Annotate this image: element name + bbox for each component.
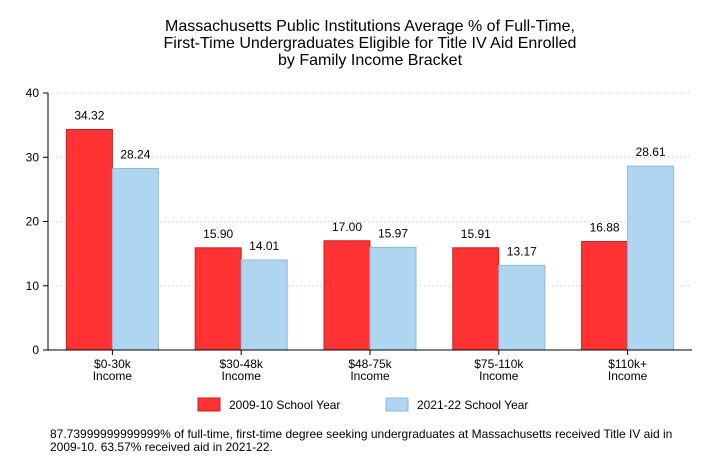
bar-value-label: 15.90 <box>203 227 233 241</box>
bar-value-label: 28.61 <box>636 145 666 159</box>
y-tick-label: 40 <box>26 86 40 100</box>
bar-value-label: 34.32 <box>74 108 104 122</box>
bar-2009-10 <box>65 128 113 351</box>
chart-title-line: Massachusetts Public Institutions Averag… <box>165 18 575 35</box>
x-tick-label: $0-30k <box>94 357 132 371</box>
bar-2021-22 <box>627 165 675 351</box>
bar-2009-10 <box>323 240 371 351</box>
x-tick-label: $75-110k <box>474 357 524 371</box>
x-tick-label: Income <box>608 369 648 383</box>
x-tick-label: $110k+ <box>608 357 647 371</box>
x-tick-label: $30-48k <box>220 357 264 371</box>
x-tick-label: $48-75k <box>348 357 392 371</box>
legend-label: 2009-10 School Year <box>229 398 340 412</box>
bar-2021-22 <box>369 246 417 351</box>
bar-2021-22 <box>240 259 288 351</box>
legend-swatch <box>385 397 409 412</box>
bar-2009-10 <box>581 241 629 351</box>
bar-value-label: 13.17 <box>507 244 537 258</box>
bar-value-label: 15.97 <box>378 226 408 240</box>
x-tick-label: Income <box>479 369 519 383</box>
bar-value-label: 15.91 <box>461 227 491 241</box>
x-axis: $0-30kIncome$30-48kIncome$48-75kIncome$7… <box>48 349 692 383</box>
x-tick-label: Income <box>93 369 133 383</box>
y-tick-label: 30 <box>26 150 40 164</box>
y-tick-label: 20 <box>26 215 40 229</box>
chart-title-line: First-Time Undergraduates Eligible for T… <box>164 35 577 52</box>
bar-2009-10 <box>452 247 500 351</box>
bar-value-label: 28.24 <box>120 148 150 162</box>
legend-label: 2021-22 School Year <box>417 398 528 412</box>
legend-swatch <box>197 397 221 412</box>
y-axis: 0 10 20 30 40 <box>26 86 49 357</box>
chart-title-line: by Family Income Bracket <box>278 52 463 69</box>
chart-title: Massachusetts Public Institutions Averag… <box>164 18 577 69</box>
bar-value-label: 14.01 <box>249 239 279 253</box>
bar-value-label: 17.00 <box>332 220 362 234</box>
bars: 34.32 15.90 17.00 15.91 16.88 28.24 14.01 15.97… <box>65 108 675 351</box>
legend: 2009-10 School Year 2021-22 School Year <box>197 397 528 412</box>
x-tick-label: Income <box>222 369 262 383</box>
bar-2021-22 <box>111 168 159 351</box>
y-tick-label: 10 <box>26 279 40 293</box>
bar-2009-10 <box>194 247 242 351</box>
x-tick-label: Income <box>350 369 390 383</box>
bar-value-label: 16.88 <box>590 221 620 235</box>
bar-2021-22 <box>498 264 546 351</box>
y-tick-label: 0 <box>32 343 39 357</box>
footnote: 87.73999999999999% of full-time, first-t… <box>50 427 673 454</box>
